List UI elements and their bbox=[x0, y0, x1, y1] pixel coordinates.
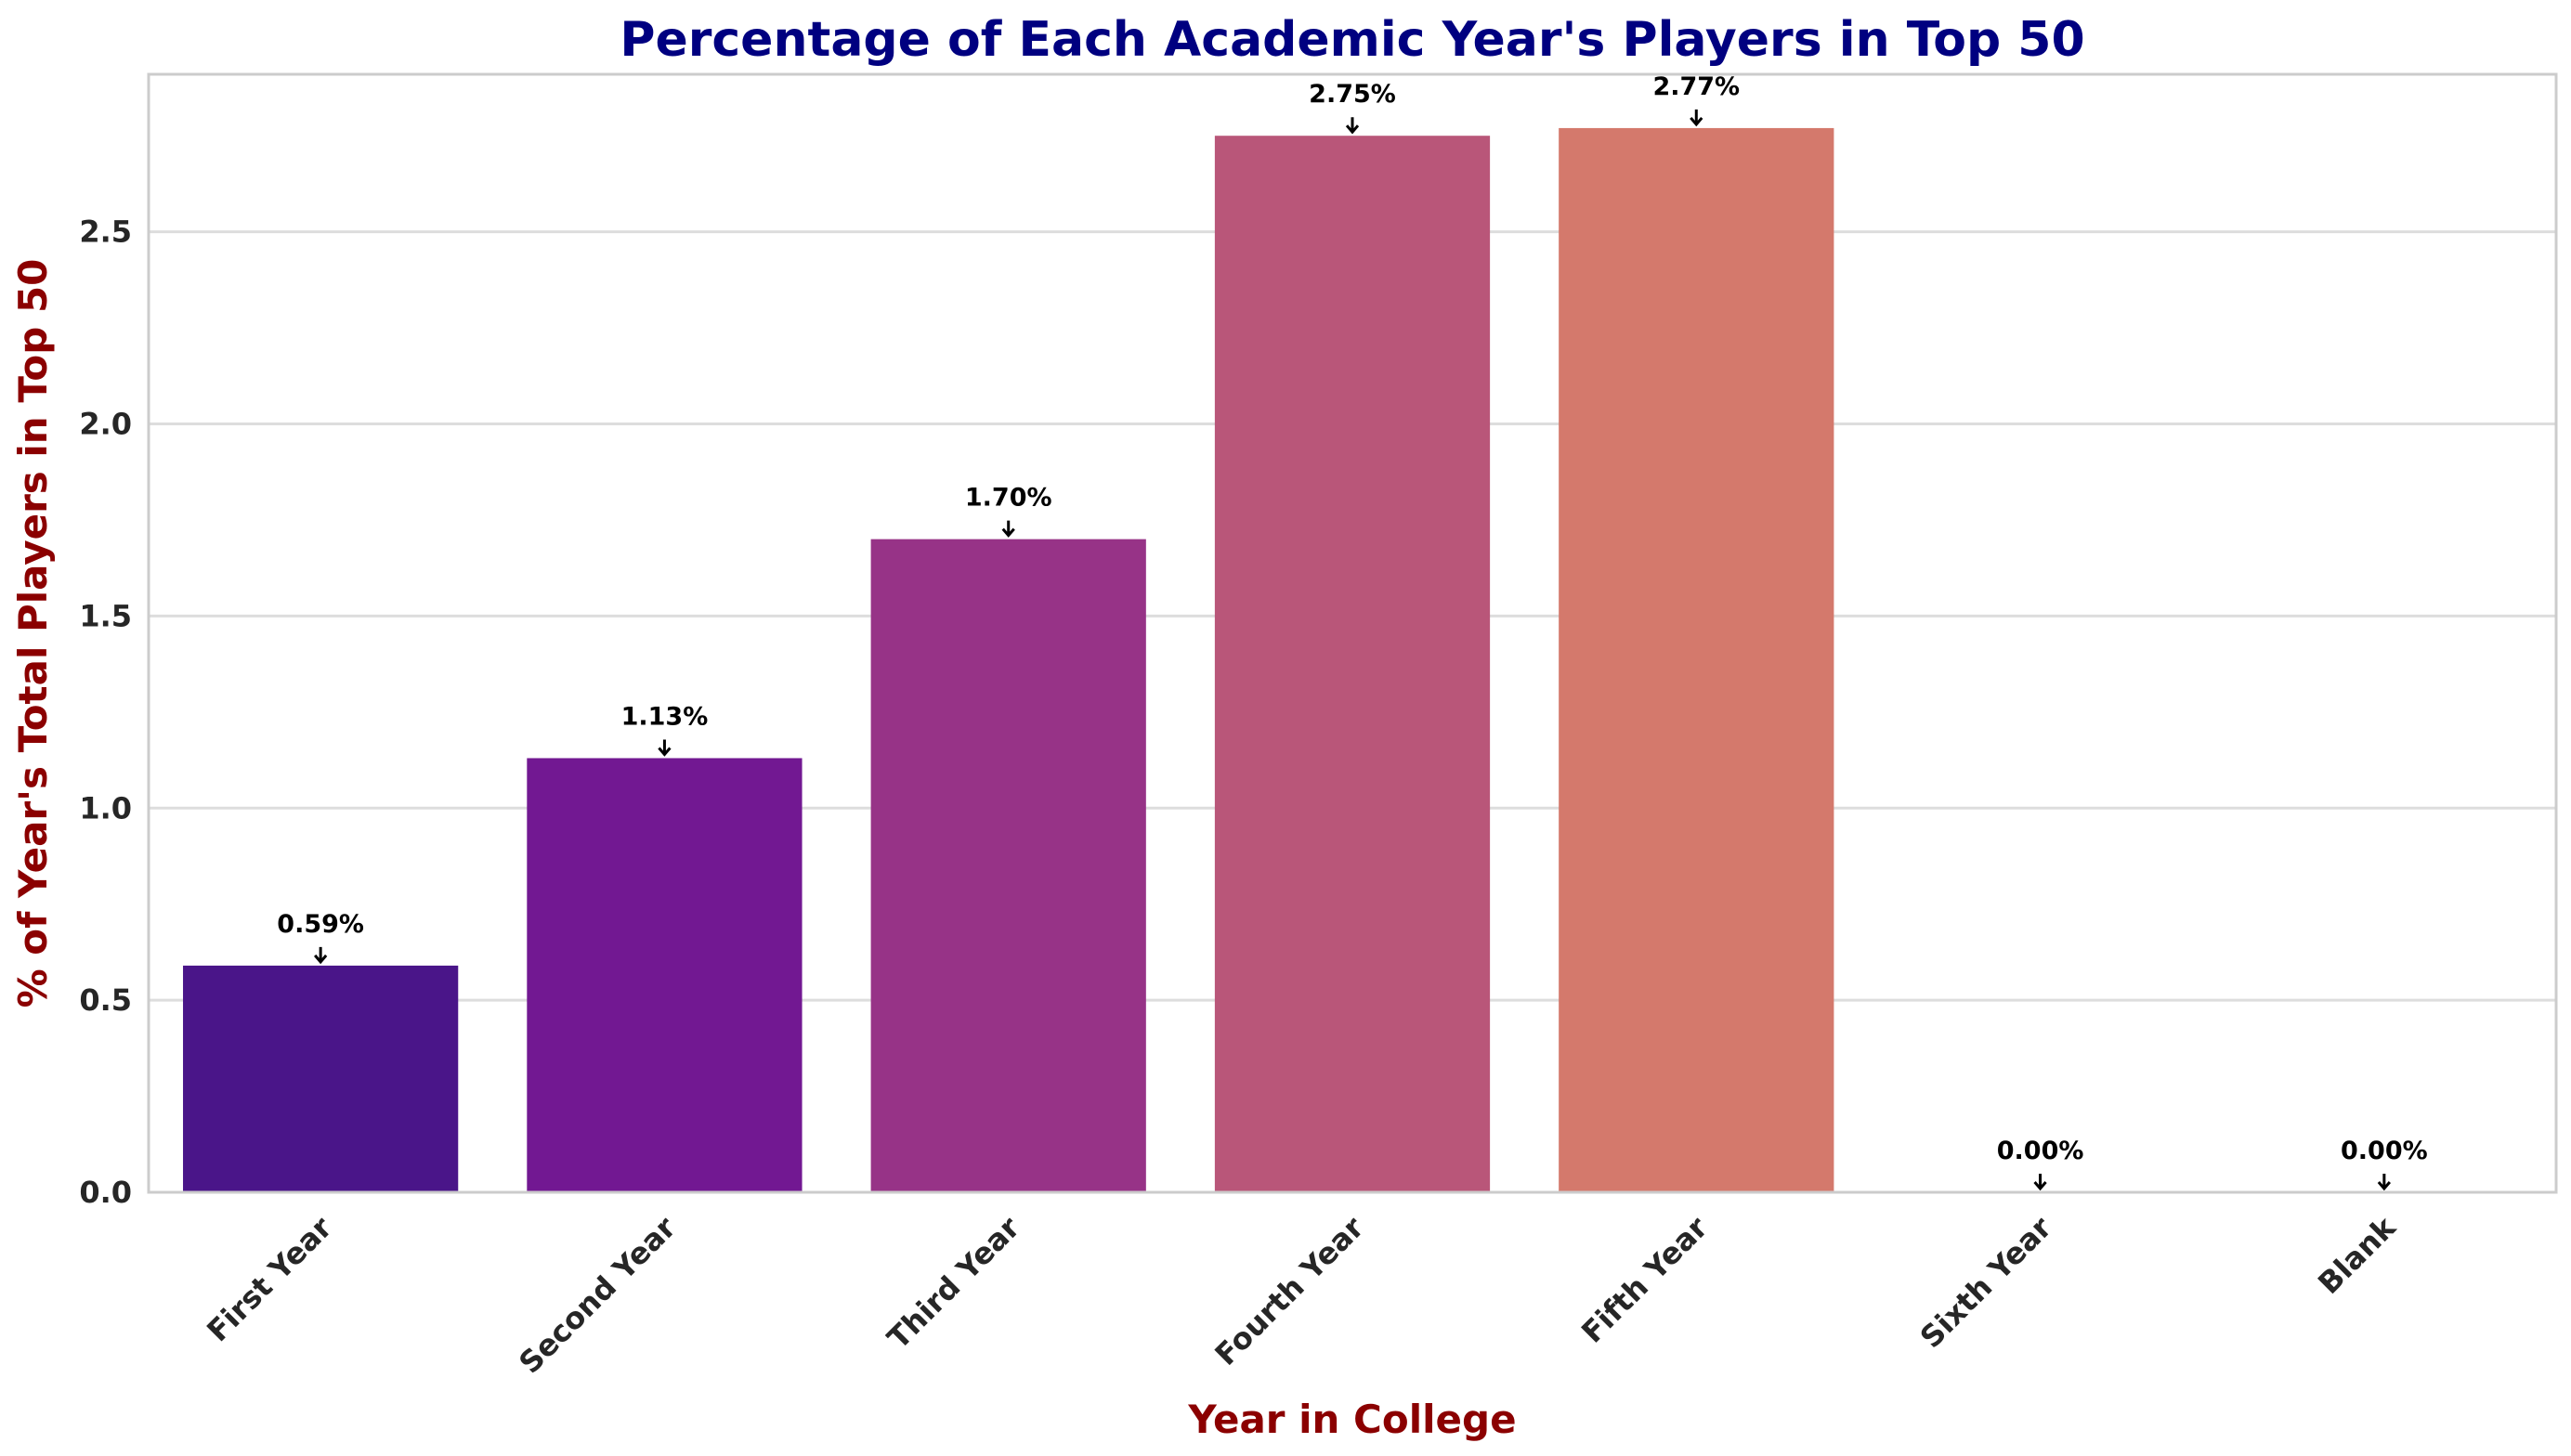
data-label-arrow bbox=[1690, 109, 1703, 127]
data-label-arrow bbox=[1001, 520, 1015, 538]
y-tick-label: 2.5 bbox=[79, 214, 132, 250]
bar bbox=[1214, 136, 1491, 1192]
bar bbox=[527, 758, 803, 1192]
data-label: 2.77% bbox=[1652, 72, 1740, 101]
y-axis-ticks: 0.0 0.5 1.0 1.5 2.0 2.5 bbox=[79, 214, 132, 1210]
data-label: 0.00% bbox=[1997, 1137, 2084, 1165]
y-tick-label: 0.0 bbox=[79, 1175, 132, 1210]
data-label-arrow bbox=[1345, 117, 1360, 135]
x-axis-label: Year in College bbox=[1187, 1397, 1516, 1442]
y-tick-label: 1.5 bbox=[79, 598, 132, 633]
y-tick-label: 1.0 bbox=[79, 790, 132, 826]
data-label: 0.59% bbox=[277, 910, 364, 939]
chart-title: Percentage of Each Academic Year's Playe… bbox=[620, 12, 2084, 68]
x-tick-label: Fifth Year bbox=[1574, 1210, 1715, 1350]
x-tick-label: First Year bbox=[200, 1210, 339, 1349]
x-axis-ticks: First Year Second Year Third Year Fourth Ye… bbox=[200, 1209, 2403, 1380]
data-label: 1.13% bbox=[621, 702, 709, 731]
x-tick-label: Second Year bbox=[512, 1210, 683, 1381]
data-label: 0.00% bbox=[2341, 1137, 2428, 1165]
bar bbox=[183, 965, 459, 1192]
x-tick-label: Fourth Year bbox=[1208, 1210, 1371, 1372]
x-tick-label: Blank bbox=[2311, 1209, 2403, 1301]
plot-frame bbox=[147, 72, 2558, 1194]
data-label-arrow bbox=[314, 946, 328, 965]
data-label-arrow bbox=[658, 739, 672, 757]
y-tick-label: 2.0 bbox=[79, 407, 132, 442]
data-label: 2.75% bbox=[1309, 80, 1396, 109]
data-labels: 0.59% 1.13% 1.70% 2.75% 2.77% 0.00% 0.00% bbox=[277, 72, 2428, 1191]
bar bbox=[1559, 127, 1834, 1192]
data-label: 1.70% bbox=[965, 484, 1052, 513]
bars bbox=[183, 127, 1834, 1192]
data-label-arrow bbox=[2377, 1174, 2391, 1191]
bar bbox=[870, 539, 1146, 1192]
y-axis-label: % of Year's Total Players in Top 50 bbox=[10, 259, 56, 1008]
x-tick-label: Third Year bbox=[881, 1210, 1027, 1357]
y-tick-label: 0.5 bbox=[79, 982, 132, 1018]
data-label-arrow bbox=[2033, 1174, 2047, 1191]
x-tick-label: Sixth Year bbox=[1913, 1210, 2059, 1356]
